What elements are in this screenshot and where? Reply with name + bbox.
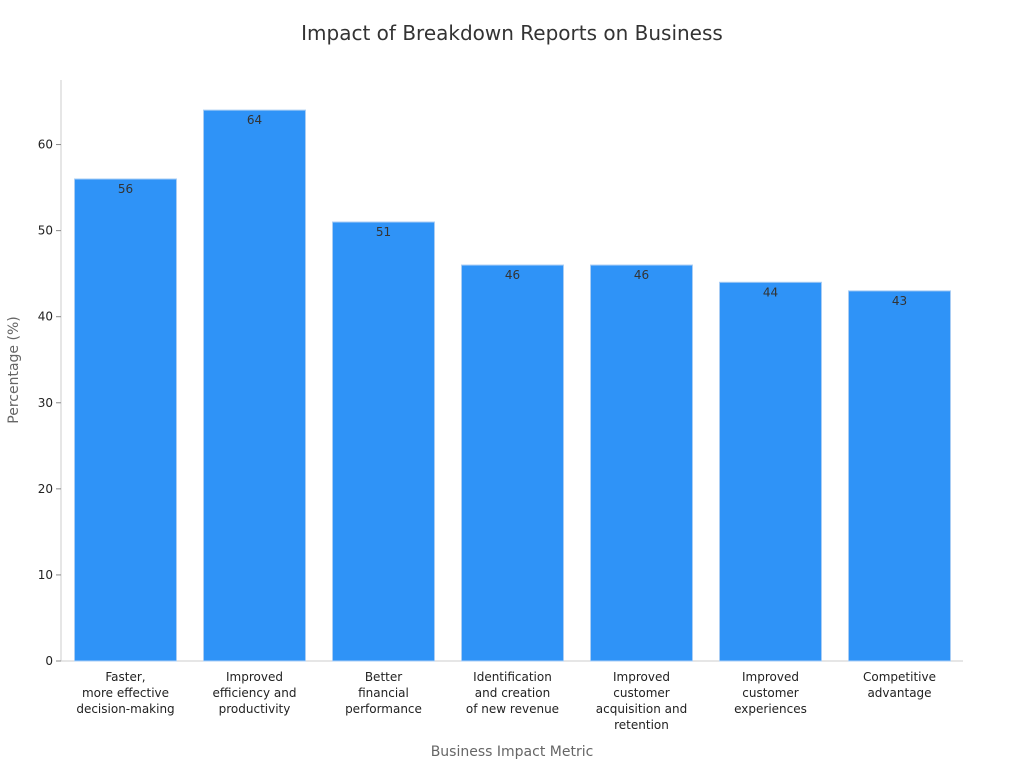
y-tick-label: 20	[38, 482, 53, 496]
y-tick-label: 0	[45, 654, 53, 668]
data-label: 56	[118, 182, 133, 196]
bar	[719, 281, 822, 662]
data-label: 43	[892, 294, 907, 308]
y-tick-label: 40	[38, 310, 53, 324]
x-tick-label: Competitive advantage	[863, 670, 936, 700]
bar	[590, 264, 693, 662]
y-tick-label: 30	[38, 396, 53, 410]
y-tick-label: 60	[38, 138, 53, 152]
y-tick-label: 50	[38, 224, 53, 238]
x-tick-label: Identification and creation of new revenue	[466, 670, 559, 716]
bar	[332, 221, 435, 662]
x-axis-title: Business Impact Metric	[431, 744, 594, 760]
plot-area: 0 10 20 30 40 50 60 56 Faster, more effective deci…	[38, 80, 963, 732]
x-tick-label: Faster, more effective decision-making	[76, 670, 174, 716]
chart-title: Impact of Breakdown Reports on Business	[301, 21, 723, 45]
y-axis-title: Percentage (%)	[6, 316, 22, 423]
x-tick-label: Better financial performance	[345, 670, 422, 716]
data-label: 44	[763, 285, 778, 299]
x-tick-label: Improved customer experiences	[734, 670, 807, 716]
data-label: 46	[634, 268, 649, 282]
bar	[203, 109, 306, 662]
data-label: 51	[376, 225, 391, 239]
bar	[461, 264, 564, 662]
x-tick-label: Improved efficiency and productivity	[213, 670, 297, 716]
data-label: 46	[505, 268, 520, 282]
bar	[74, 178, 177, 662]
x-tick-label: Improved customer acquisition and retention	[596, 670, 687, 732]
bar	[848, 290, 951, 662]
y-tick-label: 10	[38, 568, 53, 582]
data-label: 64	[247, 113, 262, 127]
